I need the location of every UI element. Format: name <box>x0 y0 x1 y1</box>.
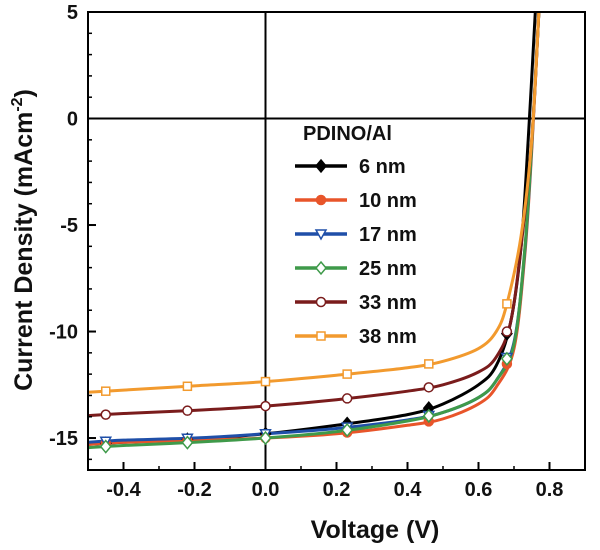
series-marker <box>500 351 513 366</box>
y-tick-label: 5 <box>67 2 78 24</box>
legend-marker <box>315 194 327 206</box>
x-tick-label: 0.4 <box>394 479 423 501</box>
legend-label: 17 nm <box>359 224 417 246</box>
legend: PDINO/Al 6 nm 10 nm 17 nm 25 nm 33 nm 38 nm <box>295 123 417 348</box>
series-marker <box>260 376 271 387</box>
series-marker <box>341 422 354 438</box>
legend-label: 38 nm <box>359 326 417 348</box>
legend-marker <box>316 331 326 341</box>
series-line-6-nm <box>88 12 537 446</box>
legend-marker <box>314 229 328 241</box>
y-tick-label: 0 <box>67 109 78 131</box>
series-marker <box>100 409 111 420</box>
zero-lines <box>88 12 585 470</box>
series-marker <box>181 435 194 450</box>
y-tick-label: -15 <box>49 428 78 450</box>
legend-title: PDINO/Al <box>303 123 392 145</box>
x-tick-label: 0.6 <box>465 479 493 501</box>
x-tick-label: -0.2 <box>177 479 211 501</box>
series-marker <box>502 299 512 309</box>
y-axis-title-close: ) <box>10 89 38 97</box>
legend-label: 10 nm <box>359 190 417 212</box>
y-axis-title-main: Current Density (mAcm <box>10 112 38 391</box>
y-tick-label: -5 <box>60 215 78 237</box>
legend-marker <box>315 260 327 276</box>
series-marker <box>259 430 272 446</box>
x-tick-label: -0.4 <box>106 479 141 501</box>
series-line-33-nm <box>88 12 541 418</box>
plot-frame <box>87 11 586 471</box>
series-marker <box>341 393 353 404</box>
y-axis-title: Current Density (mAcm-2) <box>9 89 38 391</box>
x-tick-label: 0.2 <box>323 479 351 501</box>
x-tick-label: 0.0 <box>252 479 280 501</box>
legend-label: 6 nm <box>359 156 406 178</box>
ticks-group: -0.4 -0.2 0.0 0.2 0.4 0.6 0.8 5 0 -5 -10 -15 <box>49 2 586 501</box>
series-marker <box>342 369 352 379</box>
series-marker <box>99 439 112 454</box>
series-group <box>88 12 541 450</box>
series-marker <box>423 382 435 393</box>
legend-marker <box>315 296 327 308</box>
series-line-10-nm <box>88 12 541 446</box>
series-marker <box>260 400 271 412</box>
series-marker <box>101 386 111 396</box>
series-marker <box>182 381 193 392</box>
series-marker <box>182 405 193 416</box>
x-axis-title: Voltage (V) <box>311 516 440 544</box>
series-marker <box>424 359 434 369</box>
y-tick-label: -10 <box>49 322 78 344</box>
legend-label: 33 nm <box>359 292 417 314</box>
series-line-38-nm <box>88 12 541 394</box>
series-marker <box>422 408 435 424</box>
markers-group <box>99 299 514 454</box>
y-axis-title-sup: -2 <box>9 97 26 111</box>
legend-marker <box>315 158 327 174</box>
legend-label: 25 nm <box>359 258 417 280</box>
series-line-25-nm <box>88 12 541 450</box>
x-tick-label: 0.8 <box>536 479 564 501</box>
series-marker <box>501 326 513 337</box>
